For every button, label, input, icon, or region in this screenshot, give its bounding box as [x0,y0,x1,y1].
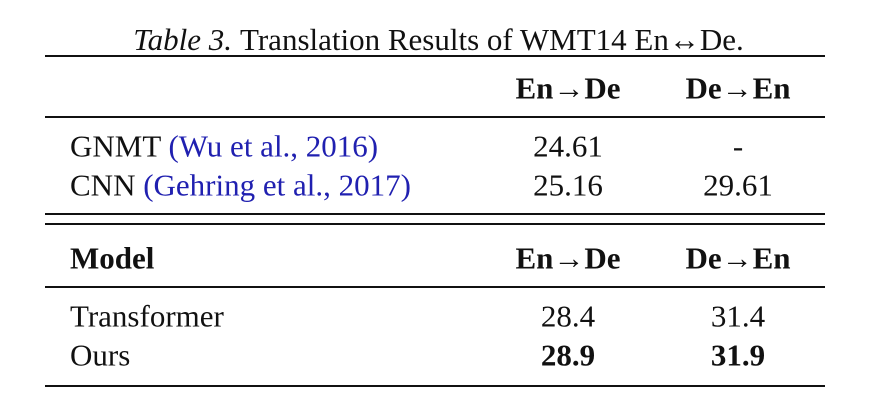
top-rule [45,55,825,57]
header-cell: De→En [685,240,791,276]
caption-text: Translation Results of WMT14 En↔De. [240,22,744,57]
model-cell: Ours [70,337,131,373]
double-rule [45,223,825,225]
value-cell: 24.61 [533,128,603,164]
model-cell: Transformer [70,298,224,334]
mid-rule [45,116,825,118]
caption-label: Table 3. [133,22,233,57]
caption: Table 3. Translation Results of WMT14 En↔… [0,24,877,55]
model-cell: GNMT (Wu et al., 2016) [70,131,378,162]
mid-rule [45,286,825,288]
value-cell: 25.16 [533,167,603,203]
model-name: GNMT [70,128,161,164]
header-cell: En→De [515,70,621,106]
value-cell: 28.9 [540,337,596,373]
model-cell: CNN (Gehring et al., 2017) [70,170,411,201]
header-cell: En→De [515,240,621,276]
double-rule [45,213,825,215]
value-cell: 31.9 [710,337,766,373]
value-cell: 28.4 [540,298,596,334]
citation[interactable]: (Gehring et al., 2017) [143,167,411,203]
citation[interactable]: (Wu et al., 2016) [168,128,379,164]
header-cell: Model [70,240,155,276]
bottom-rule [45,385,825,387]
value-cell: - [732,128,744,164]
value-cell: 29.61 [703,167,773,203]
value-cell: 31.4 [710,298,766,334]
header-cell: De→En [685,70,791,106]
model-name: CNN [70,167,136,203]
